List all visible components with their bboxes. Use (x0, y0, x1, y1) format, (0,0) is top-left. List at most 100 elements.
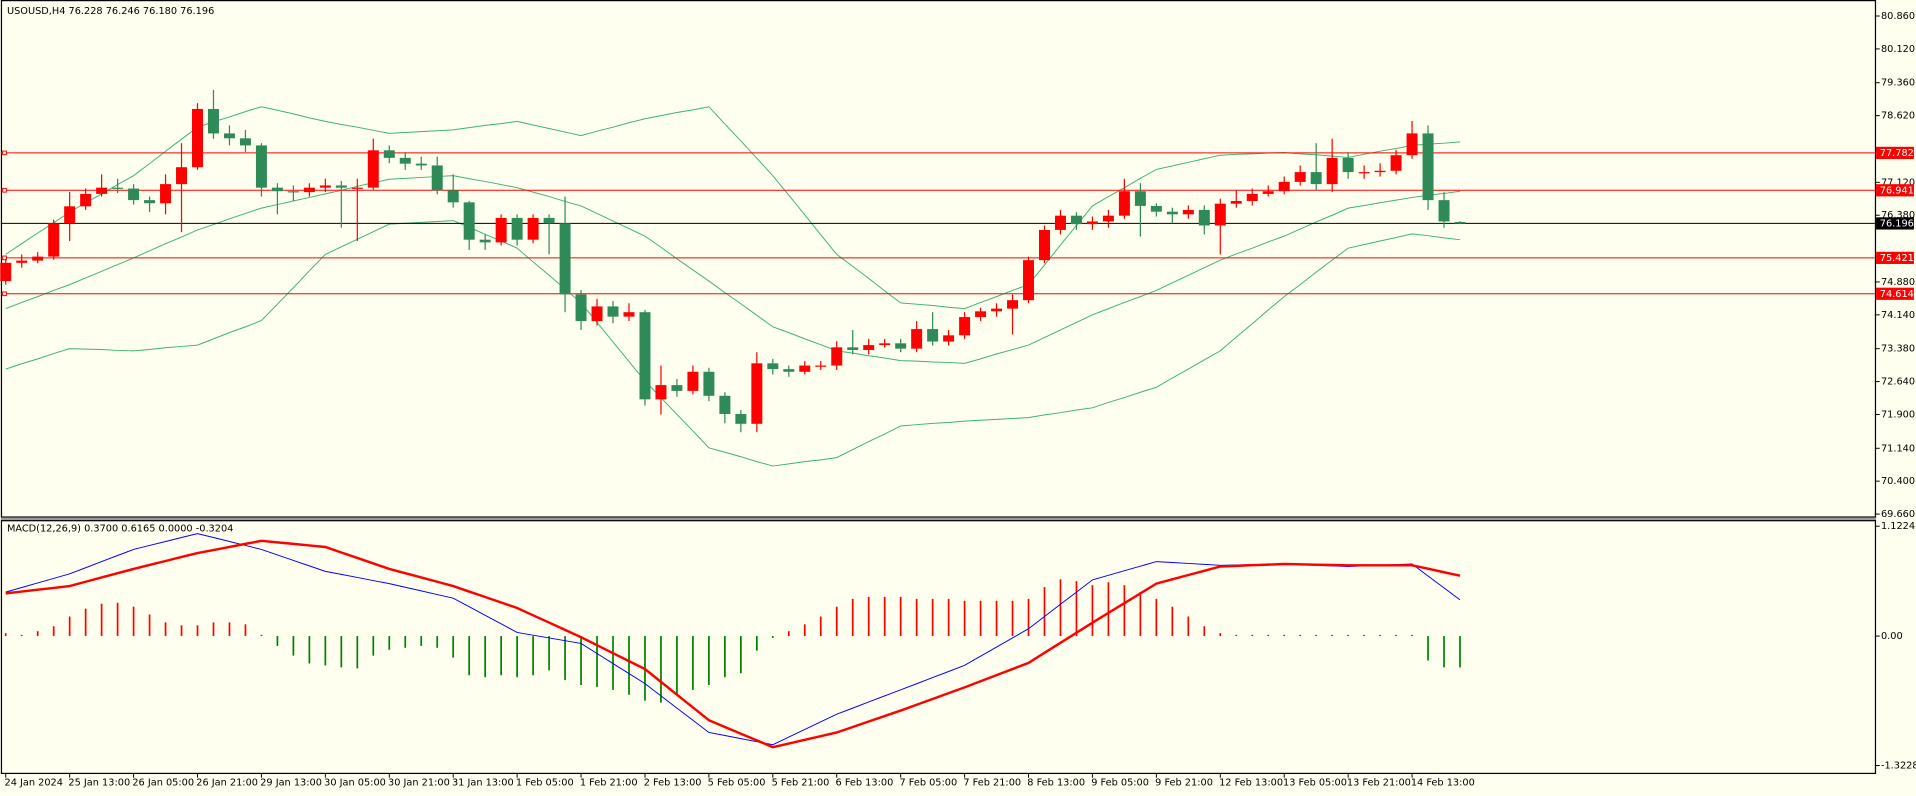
x-tick-label: 1 Feb 21:00 (580, 778, 638, 789)
candle-body (48, 223, 60, 257)
candle-body (591, 306, 603, 322)
x-tick-label: 8 Feb 13:00 (1027, 778, 1085, 789)
level-label-box (1876, 287, 1914, 300)
candle-body (1246, 193, 1258, 202)
candle-body (383, 150, 395, 158)
y-tick-label: 73.380 (1881, 344, 1915, 355)
candle-body (1134, 191, 1146, 206)
candle-body (351, 187, 363, 189)
panel-separator (0, 517, 1877, 521)
candle-body (144, 200, 156, 204)
x-tick-label: 7 Feb 21:00 (963, 778, 1021, 789)
candle-body (367, 150, 379, 188)
candle-body (527, 217, 539, 240)
y-tick-label: 76.380 (1881, 210, 1915, 221)
candle-body (1182, 209, 1194, 215)
candle-body (1166, 211, 1178, 215)
candle-body (1023, 260, 1035, 301)
candle-body (239, 138, 251, 146)
y-tick-label: 74.140 (1881, 310, 1915, 321)
candle-body (559, 223, 571, 295)
candle-body (0, 262, 12, 282)
candle-body (1310, 172, 1322, 185)
candle-body (1086, 221, 1098, 225)
candle-body (1198, 209, 1210, 226)
y-tick-label: -1.3228 (1881, 761, 1916, 772)
x-tick-label: 12 Feb 13:00 (1219, 778, 1283, 789)
candle-body (975, 311, 987, 318)
candle-body (623, 312, 635, 317)
last-price-box (1876, 217, 1914, 230)
candle-body (1374, 170, 1386, 173)
candle-body (287, 191, 299, 193)
candle-body (303, 187, 315, 193)
y-tick-label: 71.140 (1881, 443, 1915, 454)
macd-panel (0, 520, 1877, 775)
candle-body (1039, 229, 1050, 261)
level-marker (2, 150, 7, 156)
y-tick-label: 74.880 (1881, 277, 1915, 288)
candle-body (943, 335, 955, 342)
y-tick-label: 1.1224 (1881, 521, 1915, 532)
x-tick-label: 25 Jan 13:00 (68, 778, 130, 789)
y-tick-label: 71.900 (1881, 409, 1915, 420)
candle-body (783, 369, 795, 372)
candle-body (415, 163, 427, 166)
candle-body (192, 108, 203, 168)
x-tick-label: 13 Feb 21:00 (1347, 778, 1411, 789)
candle-body (431, 165, 443, 191)
candle-body (1150, 205, 1162, 212)
candle-body (847, 347, 859, 350)
level-label: 74.614 (1880, 289, 1914, 300)
candle-body (543, 217, 555, 224)
candle-body (128, 188, 140, 201)
last-price-label: 76.196 (1880, 218, 1914, 229)
level-label-box (1876, 251, 1914, 264)
y-tick-label: 80.120 (1881, 44, 1915, 55)
x-tick-label: 2 Feb 13:00 (644, 778, 702, 789)
candle-body (1422, 133, 1434, 201)
level-marker (2, 187, 7, 193)
y-tick-label: 79.360 (1881, 78, 1915, 89)
level-label: 75.421 (1880, 253, 1914, 264)
candle-body (751, 363, 763, 424)
candle-body (96, 187, 108, 194)
x-tick-label: 6 Feb 13:00 (836, 778, 894, 789)
level-marker (2, 291, 7, 297)
candle-body (1118, 191, 1130, 216)
y-tick-label: 72.640 (1881, 377, 1915, 388)
candle-body (463, 202, 475, 240)
x-tick-label: 5 Feb 21:00 (772, 778, 830, 789)
candle-body (703, 371, 715, 396)
candle-body (895, 343, 907, 349)
candle-body (1230, 201, 1242, 204)
y-tick-label: 78.620 (1881, 111, 1915, 122)
y-tick-label: 0.00 (1881, 631, 1903, 642)
level-label: 77.782 (1880, 148, 1914, 159)
y-tick-label: 70.400 (1881, 476, 1915, 487)
candle-body (64, 206, 76, 224)
x-tick-label: 5 Feb 05:00 (708, 778, 766, 789)
candle-body (799, 365, 811, 372)
candle-body (863, 345, 875, 350)
candle-body (879, 343, 891, 346)
candle-body (639, 312, 651, 400)
macd-line (5, 539, 1461, 749)
candle-body (16, 260, 28, 263)
level-label-box (1876, 184, 1914, 197)
candle-body (495, 217, 507, 243)
candle-body (255, 145, 267, 188)
x-tick-label: 9 Feb 21:00 (1155, 778, 1213, 789)
candle-body (1007, 300, 1019, 309)
level-label: 76.941 (1880, 185, 1914, 196)
candle-body (1214, 203, 1226, 226)
candle-body (335, 185, 347, 188)
candle-body (927, 329, 939, 342)
candle-body (1454, 221, 1466, 224)
x-tick-label: 13 Feb 05:00 (1283, 778, 1347, 789)
x-tick-label: 30 Jan 21:00 (388, 778, 450, 789)
macd-line (5, 533, 1461, 746)
candle-body (1070, 215, 1082, 225)
candle-body (479, 239, 491, 243)
candle-body (575, 294, 587, 322)
